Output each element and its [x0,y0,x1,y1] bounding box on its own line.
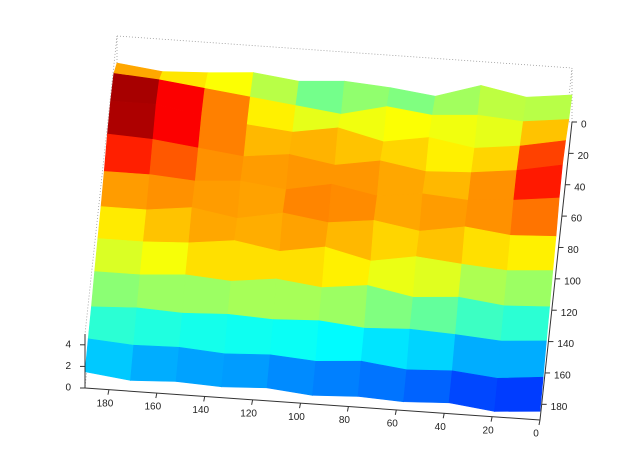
surface-patch [503,270,554,308]
surface-patch [506,235,557,271]
x-tick [155,392,158,399]
z-tick-label: 0 [65,383,71,394]
surface-patch [185,240,235,282]
x-tick-label: 180 [97,398,114,409]
x-tick [490,416,493,422]
x-tick [538,419,541,426]
x-tick [107,389,110,395]
surface-patch [87,306,138,346]
surface-patch [497,340,547,379]
x-tick [203,396,206,402]
x-tick-label: 120 [240,408,257,419]
surface-patch [431,84,482,116]
surface-patch [97,206,147,243]
y-tick-label: 180 [551,402,568,413]
x-tick-label: 80 [339,415,351,426]
x-tick-label: 160 [144,402,161,413]
surface-patch [107,100,157,140]
y-tick-label: 100 [564,276,581,287]
x-tick-label: 20 [483,425,495,436]
surface-patch [224,313,274,356]
z-tick-label: 2 [65,361,71,372]
surface-patch [500,305,550,342]
y-tick-label: 120 [561,308,578,319]
surface-patch [522,94,573,122]
surface-patch [139,241,190,276]
surface-patch [91,271,141,309]
y-axis [539,121,573,421]
surface-patch [266,354,317,396]
surface-patch [103,133,154,175]
surface-patch [312,360,362,397]
surface-patch [406,328,456,372]
surface-patch [178,312,229,355]
surface-patch [142,207,193,244]
box-edge [84,35,118,335]
y-tick-label: 160 [554,371,571,382]
box-edge [116,35,573,69]
x-tick [346,406,349,412]
x-tick-label: 60 [387,419,399,430]
surface-patch [471,145,521,173]
surface-patch [182,274,232,315]
surface-patch [227,278,277,320]
z-tick-label: 4 [65,339,71,350]
surface-patch [84,338,135,381]
y-tick-label: 40 [574,182,586,193]
surface-patch [133,307,183,348]
x-axis [84,387,541,421]
x-tick [442,413,445,419]
x-tick-label: 100 [288,412,305,423]
surface-patch [409,296,459,335]
surface-patch [130,344,180,382]
surface-patch [419,193,469,232]
surface-patch [136,274,186,314]
surface-patch [467,170,518,201]
surface-patch [315,320,365,362]
x-tick-label: 0 [533,429,539,440]
surface-patch [269,319,320,362]
surface-patch [94,238,144,276]
y-tick-label: 80 [568,245,580,256]
surface-patch [403,369,453,404]
x-tick [251,399,254,405]
y-tick-label: 20 [578,151,590,162]
x-tick-label: 140 [192,405,209,416]
x-tick [299,403,302,409]
surface-patch [510,197,560,237]
surface-patch [513,164,563,201]
surface-patch [175,346,226,388]
surface-patch [221,353,271,389]
surface-patch [448,370,499,412]
surface-patch [100,171,151,211]
y-tick-label: 140 [557,339,574,350]
surface-patch [494,376,544,412]
y-tick-label: 60 [571,214,583,225]
x-tick [394,409,397,415]
surface-patch [146,174,196,211]
surface-patch [412,256,463,298]
y-tick-label: 0 [581,120,587,131]
x-tick-label: 40 [435,422,447,433]
